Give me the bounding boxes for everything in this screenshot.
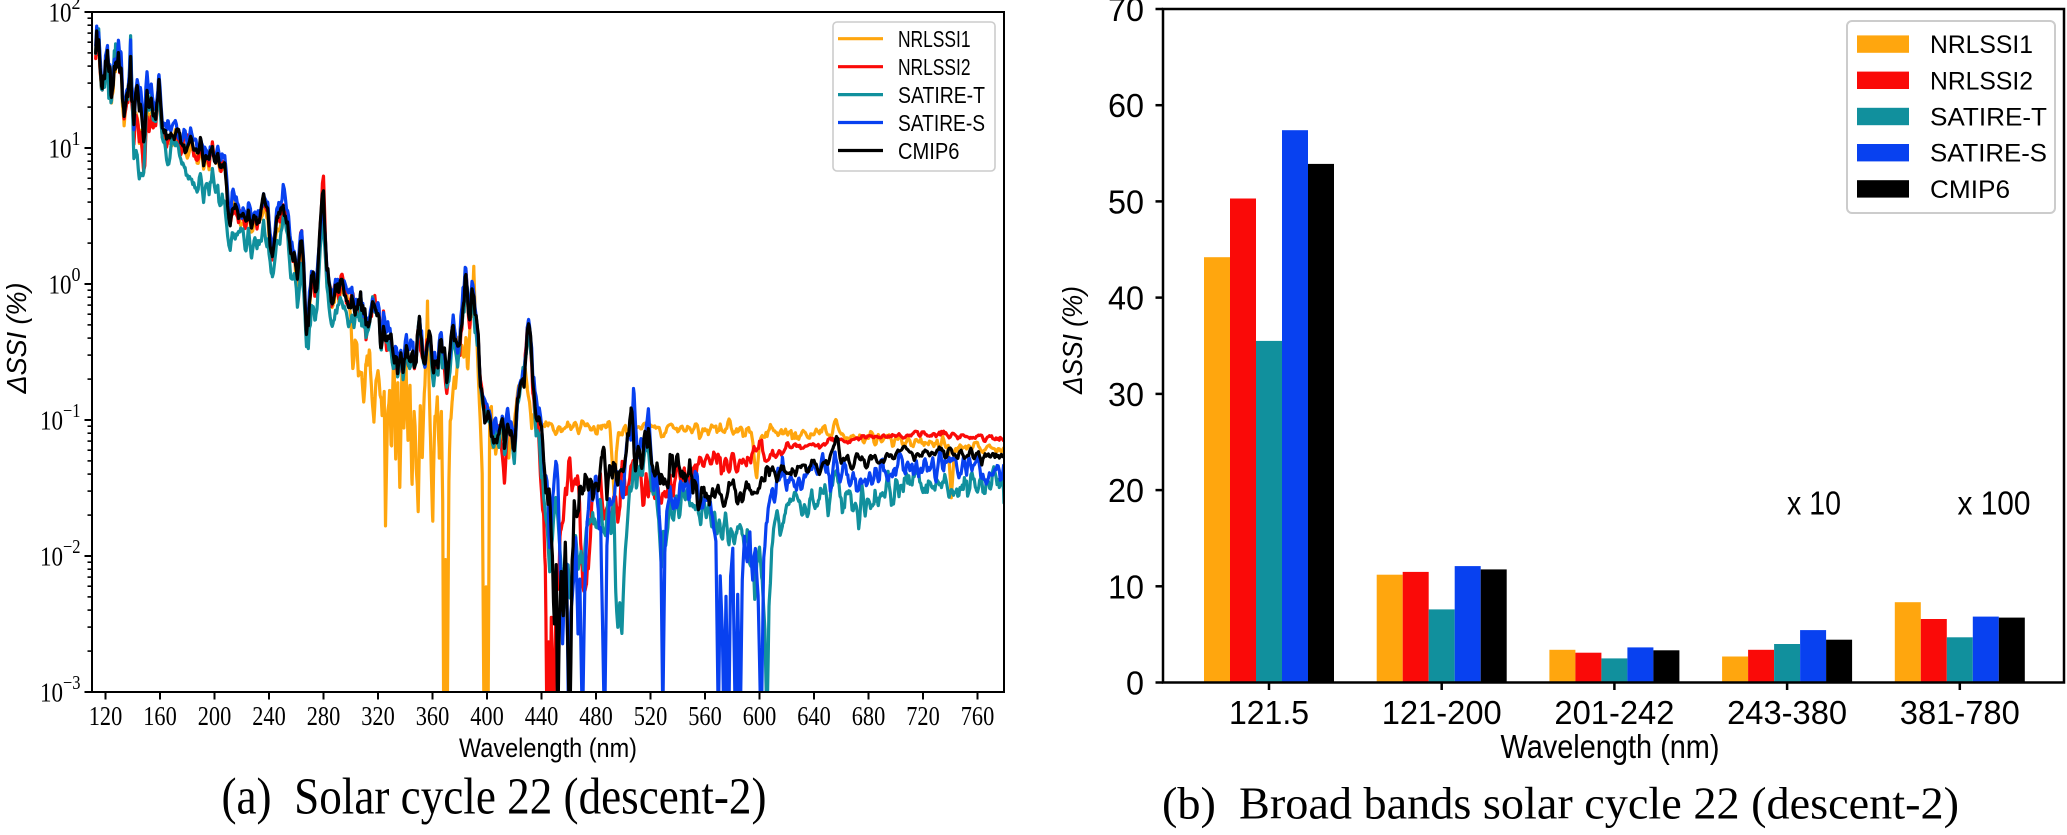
svg-text:(a) Solar cycle 22 (descent-2: (a) Solar cycle 22 (descent-2)	[222, 769, 767, 826]
svg-text:400: 400	[470, 700, 504, 731]
svg-text:243-380: 243-380	[1727, 694, 1847, 731]
svg-text:120: 120	[89, 700, 123, 731]
svg-text:−2: −2	[63, 537, 81, 558]
svg-text:121.5: 121.5	[1229, 694, 1309, 731]
svg-text:(b) Broad bands solar cycle 2: (b) Broad bands solar cycle 22 (descent-…	[1162, 778, 1959, 829]
svg-text:480: 480	[579, 700, 613, 731]
svg-text:NRLSSI2: NRLSSI2	[898, 54, 971, 80]
svg-text:200: 200	[198, 700, 232, 731]
svg-text:2: 2	[72, 0, 81, 14]
svg-text:10: 10	[49, 133, 72, 164]
svg-text:50: 50	[1108, 183, 1144, 220]
svg-text:40: 40	[1108, 280, 1144, 317]
svg-text:SATIRE-S: SATIRE-S	[898, 110, 985, 136]
svg-text:640: 640	[797, 700, 831, 731]
svg-text:Wavelength (nm): Wavelength (nm)	[459, 733, 637, 763]
svg-text:NRLSSI1: NRLSSI1	[898, 26, 971, 52]
svg-text:SATIRE-T: SATIRE-T	[898, 82, 985, 108]
svg-text:10: 10	[40, 677, 63, 708]
svg-text:600: 600	[743, 700, 777, 731]
svg-text:30: 30	[1108, 376, 1144, 413]
svg-text:680: 680	[852, 700, 886, 731]
svg-text:1: 1	[72, 129, 81, 150]
svg-text:SATIRE-T: SATIRE-T	[1930, 104, 2047, 132]
svg-text:0: 0	[1126, 665, 1144, 702]
svg-text:70: 70	[1108, 0, 1144, 28]
svg-text:10: 10	[40, 405, 63, 436]
svg-text:−3: −3	[63, 673, 81, 694]
svg-text:121-200: 121-200	[1382, 694, 1502, 731]
svg-text:10: 10	[49, 269, 72, 300]
svg-text:560: 560	[688, 700, 722, 731]
svg-text:x 100: x 100	[1958, 485, 2031, 522]
svg-text:10: 10	[40, 541, 63, 572]
svg-text:NRLSSI2: NRLSSI2	[1930, 67, 2033, 95]
svg-text:720: 720	[906, 700, 940, 731]
svg-text:201-242: 201-242	[1554, 694, 1674, 731]
svg-text:x 10: x 10	[1787, 485, 1841, 522]
svg-text:CMIP6: CMIP6	[1930, 176, 2010, 204]
svg-text:10: 10	[49, 0, 72, 28]
svg-text:0: 0	[72, 265, 81, 286]
svg-text:520: 520	[634, 700, 668, 731]
svg-text:760: 760	[961, 700, 995, 731]
svg-text:NRLSSI1: NRLSSI1	[1930, 31, 2033, 59]
svg-text:240: 240	[252, 700, 286, 731]
svg-text:60: 60	[1108, 87, 1144, 124]
svg-text:SATIRE-S: SATIRE-S	[1930, 140, 2047, 168]
svg-text:320: 320	[361, 700, 395, 731]
svg-text:160: 160	[143, 700, 177, 731]
svg-text:381-780: 381-780	[1900, 694, 2020, 731]
svg-text:ΔSSI (%): ΔSSI (%)	[1057, 286, 1088, 395]
svg-text:440: 440	[525, 700, 559, 731]
svg-text:20: 20	[1108, 472, 1144, 509]
svg-text:10: 10	[1108, 568, 1144, 605]
svg-text:360: 360	[416, 700, 450, 731]
svg-text:−1: −1	[63, 401, 81, 422]
svg-text:ΔSSI (%): ΔSSI (%)	[1, 283, 32, 395]
svg-text:CMIP6: CMIP6	[898, 138, 960, 164]
svg-text:280: 280	[307, 700, 341, 731]
svg-text:Wavelength (nm): Wavelength (nm)	[1501, 728, 1720, 765]
